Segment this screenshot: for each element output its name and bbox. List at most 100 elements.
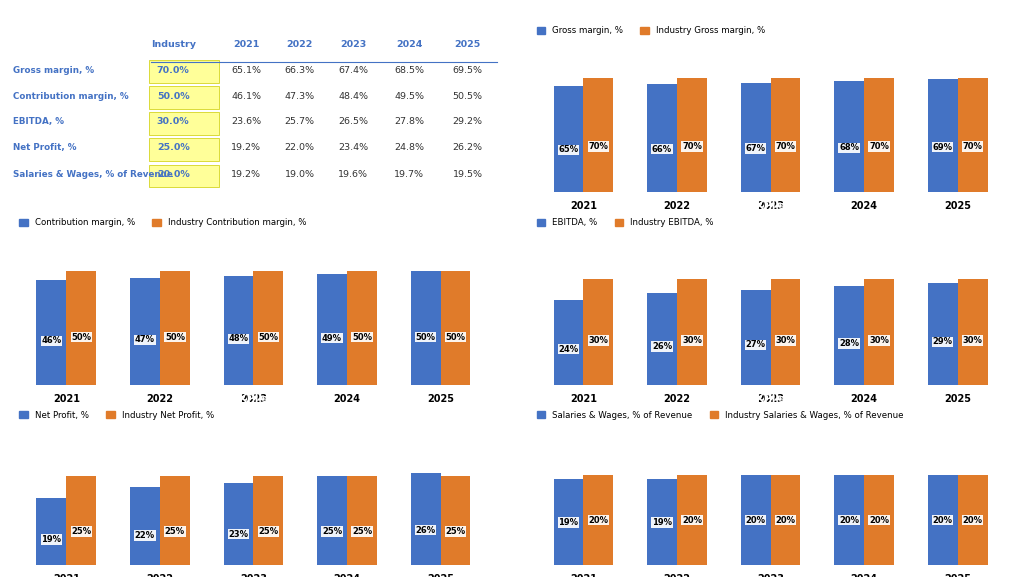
Text: 48.4%: 48.4% <box>338 92 369 100</box>
Bar <box>647 294 677 385</box>
Text: 25%: 25% <box>352 527 372 536</box>
Bar <box>440 271 470 385</box>
Text: 50%: 50% <box>72 332 91 342</box>
Text: 26%: 26% <box>416 526 435 535</box>
Text: 2025: 2025 <box>455 40 480 50</box>
Legend: Contribution margin, %, Industry Contribution margin, %: Contribution margin, %, Industry Contrib… <box>19 219 306 227</box>
Bar <box>928 80 957 192</box>
Text: 70%: 70% <box>869 142 889 151</box>
Text: 67%: 67% <box>745 144 766 153</box>
Text: 23.6%: 23.6% <box>231 118 261 126</box>
Text: 48%: 48% <box>228 335 249 343</box>
Bar <box>67 476 96 565</box>
Bar <box>160 271 189 385</box>
Text: 70%: 70% <box>963 142 983 151</box>
Text: 30%: 30% <box>869 336 889 345</box>
Text: 26.2%: 26.2% <box>453 144 482 152</box>
Bar <box>67 271 96 385</box>
Bar <box>647 479 677 565</box>
Text: 20%: 20% <box>775 516 796 524</box>
FancyBboxPatch shape <box>148 112 219 134</box>
Text: 30.0%: 30.0% <box>157 118 189 126</box>
Text: 25%: 25% <box>72 527 91 536</box>
Bar <box>957 78 987 192</box>
Bar <box>254 271 284 385</box>
Text: 28%: 28% <box>839 339 859 348</box>
Text: 70%: 70% <box>682 142 701 151</box>
Bar <box>677 78 707 192</box>
Text: 47.3%: 47.3% <box>285 92 314 100</box>
Text: 19%: 19% <box>558 518 579 527</box>
Bar <box>584 279 613 385</box>
FancyBboxPatch shape <box>148 164 219 188</box>
Text: 26.5%: 26.5% <box>338 118 369 126</box>
Bar <box>835 475 864 565</box>
Legend: Net Profit, %, Industry Net Profit, %: Net Profit, %, Industry Net Profit, % <box>19 411 214 419</box>
Text: 68%: 68% <box>839 143 859 152</box>
Text: 25%: 25% <box>445 527 466 536</box>
Text: 2023: 2023 <box>340 40 367 50</box>
Bar <box>37 280 67 385</box>
Text: Net Profit, %: Net Profit, % <box>12 144 76 152</box>
Bar <box>835 81 864 192</box>
Text: KPI's: KPI's <box>239 9 268 19</box>
Text: 49%: 49% <box>322 334 342 343</box>
Bar <box>254 476 284 565</box>
Text: 69%: 69% <box>933 143 952 152</box>
Text: 29.2%: 29.2% <box>453 118 482 126</box>
Bar <box>835 286 864 385</box>
Bar <box>677 279 707 385</box>
Text: KPI's: KPI's <box>239 201 268 211</box>
Text: 50%: 50% <box>352 332 372 342</box>
Text: 22%: 22% <box>135 531 155 540</box>
Bar <box>160 476 189 565</box>
Text: 20.0%: 20.0% <box>157 170 189 179</box>
FancyBboxPatch shape <box>148 86 219 108</box>
Legend: EBITDA, %, Industry EBITDA, %: EBITDA, %, Industry EBITDA, % <box>537 219 714 227</box>
Bar <box>130 487 160 565</box>
Text: 46%: 46% <box>41 336 61 346</box>
Text: 19.0%: 19.0% <box>285 170 314 179</box>
FancyBboxPatch shape <box>148 138 219 160</box>
Bar <box>317 273 347 385</box>
Text: EBITDA, %: EBITDA, % <box>12 118 63 126</box>
Text: 2024: 2024 <box>396 40 422 50</box>
Bar <box>130 278 160 385</box>
Text: 50%: 50% <box>165 332 185 342</box>
Bar <box>864 475 894 565</box>
Text: 27%: 27% <box>745 340 766 350</box>
Legend: Gross margin, %, Industry Gross margin, %: Gross margin, %, Industry Gross margin, … <box>537 26 765 35</box>
Bar <box>771 78 801 192</box>
Text: Gross margin, %: Gross margin, % <box>12 66 94 74</box>
Text: 19%: 19% <box>652 518 672 527</box>
Bar <box>928 475 957 565</box>
Text: 25%: 25% <box>322 527 342 536</box>
Text: 23%: 23% <box>228 530 249 539</box>
Bar <box>440 476 470 565</box>
Text: 25%: 25% <box>258 527 279 536</box>
Text: 24.8%: 24.8% <box>394 144 424 152</box>
Text: 19.2%: 19.2% <box>231 144 261 152</box>
Text: 69.5%: 69.5% <box>453 66 482 74</box>
Text: 66%: 66% <box>652 145 672 153</box>
Text: 2021: 2021 <box>232 40 259 50</box>
Text: 20%: 20% <box>869 516 889 524</box>
Text: 50.5%: 50.5% <box>453 92 482 100</box>
Text: 25%: 25% <box>165 527 185 536</box>
Bar <box>957 279 987 385</box>
Text: 66.3%: 66.3% <box>285 66 314 74</box>
Text: 70%: 70% <box>775 142 796 151</box>
Bar <box>223 276 254 385</box>
Text: 50%: 50% <box>445 332 466 342</box>
Bar <box>740 290 770 385</box>
Text: 22.0%: 22.0% <box>285 144 314 152</box>
Text: KPI's: KPI's <box>239 394 268 403</box>
Text: Contribution margin, %: Contribution margin, % <box>12 92 128 100</box>
Text: 23.4%: 23.4% <box>338 144 369 152</box>
Text: 27.8%: 27.8% <box>394 118 424 126</box>
Text: 49.5%: 49.5% <box>394 92 424 100</box>
Text: 50.0%: 50.0% <box>157 92 189 100</box>
Text: 30%: 30% <box>775 336 796 345</box>
FancyBboxPatch shape <box>148 60 219 83</box>
Bar <box>740 83 770 192</box>
